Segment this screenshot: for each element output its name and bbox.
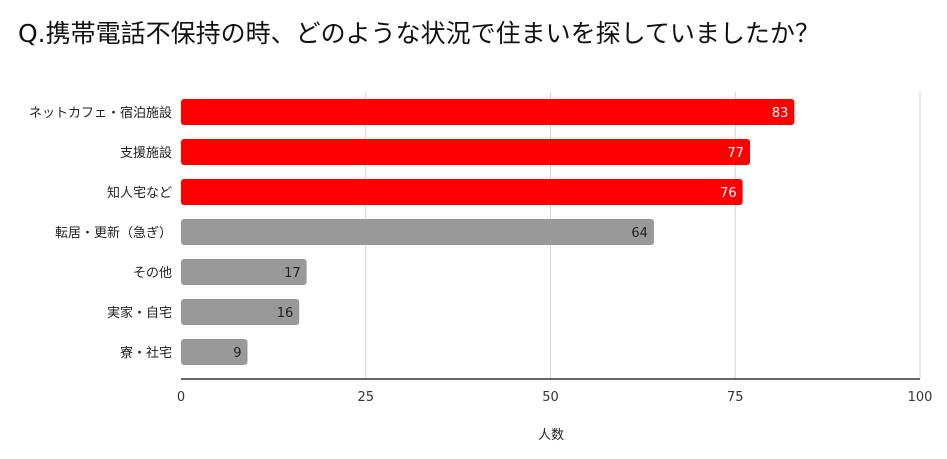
category-label: その他 — [133, 266, 172, 281]
bar — [181, 339, 248, 365]
x-tick-labels: 0 25 50 75 100 — [177, 390, 933, 405]
bar-value-label: 64 — [631, 226, 648, 241]
bar — [181, 299, 300, 325]
x-tick-label: 0 — [177, 390, 185, 405]
bar-value-label: 16 — [277, 306, 294, 321]
bar — [181, 139, 751, 165]
category-label: 寮・社宅 — [120, 345, 172, 361]
category-label: 知人宅など — [107, 185, 172, 201]
bar — [181, 99, 795, 125]
category-label: ネットカフェ・宿泊施設 — [29, 105, 172, 121]
bar-value-label: 17 — [284, 266, 301, 281]
bar-value-label: 77 — [727, 146, 744, 161]
category-label: 支援施設 — [120, 145, 172, 161]
data-labels: 83 77 76 64 17 16 9 — [233, 106, 788, 361]
page-title: Q.携帯電話不保持の時、どのような状況で住まいを探していましたか？ — [18, 19, 820, 48]
x-tick-label: 50 — [542, 390, 559, 405]
bar — [181, 219, 654, 245]
bar — [181, 259, 307, 285]
bar — [181, 179, 743, 205]
x-tick-label: 100 — [908, 390, 933, 405]
category-label: 転居・更新（急ぎ） — [55, 225, 172, 241]
x-tick-label: 25 — [357, 390, 374, 405]
x-axis-title: 人数 — [538, 428, 564, 443]
category-label: 実家・自宅 — [107, 305, 172, 321]
bar-value-label: 83 — [772, 106, 789, 121]
bar-value-label: 9 — [233, 346, 241, 361]
bar-value-label: 76 — [720, 186, 737, 201]
bars — [181, 99, 795, 365]
x-tick-label: 75 — [727, 390, 744, 405]
